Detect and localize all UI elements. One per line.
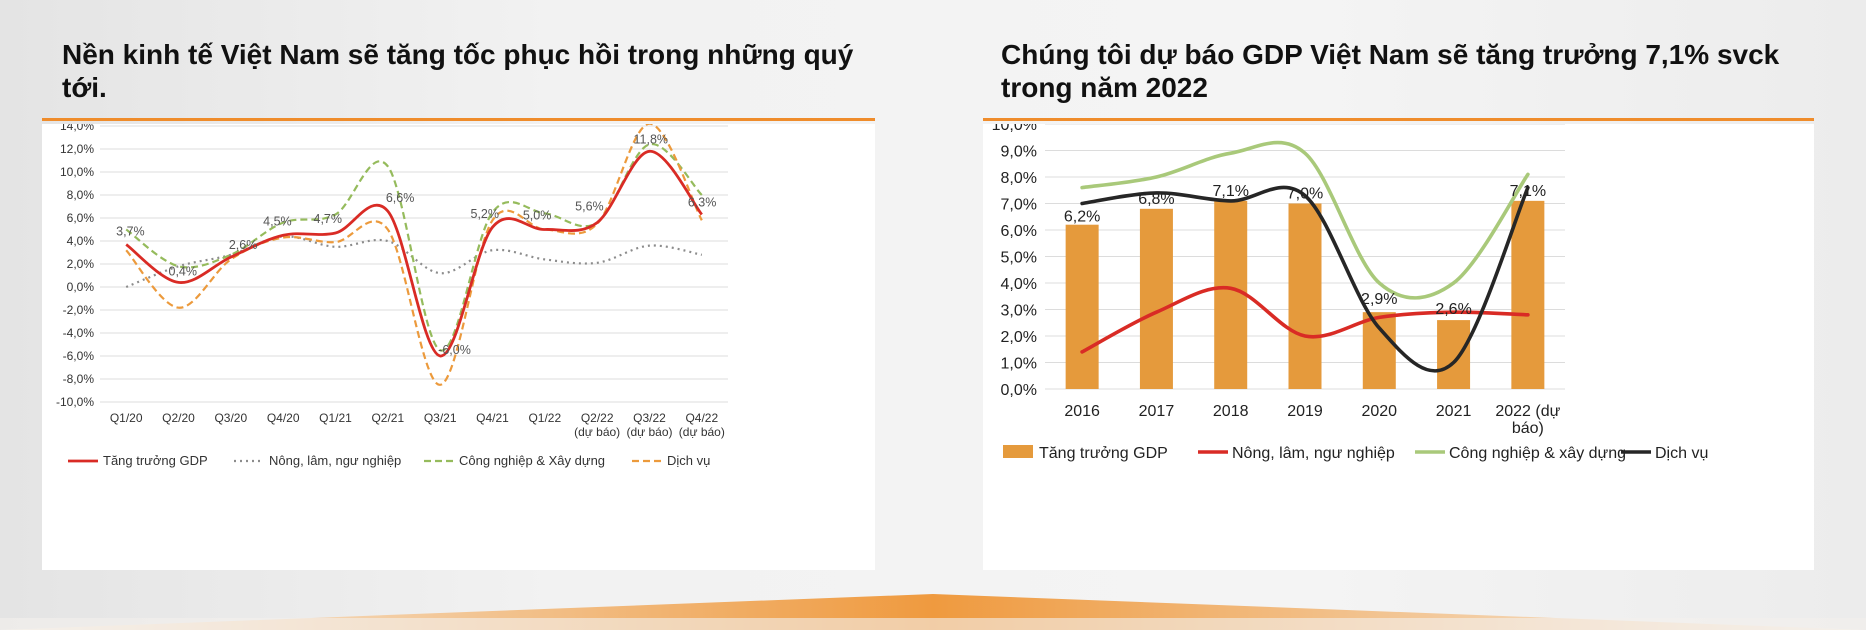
data-label: 2,6% [229,238,257,252]
bar-gdp-growth [1362,312,1396,389]
x-tick-label: Q4/22 (dự báo) [679,411,725,439]
y-tick-label: 4,0% [1001,276,1037,293]
bar-gdp-growth [1139,208,1173,389]
bar-data-label: 7,0% [1287,186,1323,203]
series-line-d-ch-v- [1080,185,1530,373]
legend-label: Nông, lâm, ngư nghiệp [1232,445,1395,462]
legend-label: Tăng trưởng GDP [103,453,208,468]
y-tick-label: -4,0% [63,326,95,340]
data-label: 6,6% [386,191,415,205]
data-label: 4,5% [263,214,292,228]
y-tick-label: 6,0% [67,211,95,225]
x-tick-label: Q2/22 (dự báo) [574,411,620,439]
data-label: 11,8% [634,132,669,146]
data-label: 6,3% [688,196,717,210]
bar-gdp-growth [1065,224,1099,389]
bar-gdp-growth [1214,200,1248,389]
data-label: -6,0% [438,343,471,357]
bar-data-label: 2,9% [1361,291,1397,308]
y-tick-label: 4,0% [67,234,95,248]
y-tick-label: 7,0% [1001,197,1037,214]
x-tick-label: Q4/21 [476,411,509,425]
x-tick-label: Q4/20 [267,411,300,425]
y-tick-label: -10,0% [56,395,94,409]
bar-data-label: 7,1% [1510,183,1546,200]
series-line-c-ng-nghi-p-x-y-d-ng [125,143,703,352]
left-chart-panel: -10,0% -8,0% -6,0% -4,0% -2,0% 0,0% 2,0% 4,0% 6,… [42,124,875,570]
x-tick-label: 2021 [1436,403,1472,420]
x-tick-label: 2022 (dự báo) [1495,403,1560,437]
x-tick-label: Q3/20 [214,411,247,425]
data-label: 4,7% [314,212,343,226]
y-tick-label: 2,0% [1001,329,1037,346]
y-tick-label: 14,0% [60,124,94,133]
bar-gdp-growth [1511,200,1545,389]
x-tick-label: 2017 [1139,403,1175,420]
y-tick-label: 8,0% [67,188,95,202]
bar-gdp-growth [1288,203,1322,389]
right-title-rule [983,118,1814,121]
series-line-d-ch-v- [125,124,703,386]
series-line-t-ng-tr-ng-gdp [125,149,703,358]
x-tick-label: Q2/20 [162,411,195,425]
y-tick-label: 10,0% [992,124,1037,134]
y-tick-label: 0,0% [67,280,95,294]
x-tick-label: 2018 [1213,403,1249,420]
x-tick-label: Q1/22 [528,411,561,425]
y-tick-label: 6,0% [1001,223,1037,240]
y-tick-label: 0,0% [1001,382,1037,399]
legend-label: Công nghiệp & Xây dựng [459,453,605,468]
y-tick-label: 10,0% [60,165,94,179]
legend-label: Tăng trưởng GDP [1039,445,1168,462]
data-label: 5,0% [523,209,552,223]
right-chart-panel: 0,0% 1,0% 2,0% 3,0% 4,0% 5,0% 6,0% 7,0% 8,0% 9,0%… [983,124,1814,570]
x-tick-label: 2019 [1287,403,1323,420]
bar-data-label: 6,2% [1064,209,1100,226]
left-chart-title: Nền kinh tế Việt Nam sẽ tăng tốc phục hồ… [62,39,854,103]
x-tick-label: 2020 [1361,403,1397,420]
y-tick-label: 2,0% [67,257,95,271]
legend-label: Dịch vụ [667,453,710,468]
legend-label: Nông, lâm, ngư nghiệp [269,453,401,468]
quarterly-growth-line-chart: -10,0% -8,0% -6,0% -4,0% -2,0% 0,0% 2,0% 4,0% 6,… [56,124,728,468]
bar-data-label: 7,1% [1212,183,1248,200]
annual-gdp-bar-line-chart: 0,0% 1,0% 2,0% 3,0% 4,0% 5,0% 6,0% 7,0% 8,0% 9,0%… [992,124,1708,462]
bar-data-label: 2,6% [1435,301,1471,318]
legend-label: Dịch vụ [1655,445,1708,462]
y-tick-label: 5,0% [1001,250,1037,267]
legend-swatch [1003,445,1033,458]
y-tick-label: 9,0% [1001,144,1037,161]
x-tick-label: Q3/22 (dự báo) [626,411,672,439]
x-tick-label: Q3/21 [424,411,457,425]
x-tick-label: Q1/20 [110,411,143,425]
data-label: 5,6% [575,200,604,214]
y-tick-label: -8,0% [63,372,95,386]
series-line-n-ng-l-m-ng-nghi-p [1080,285,1530,354]
y-tick-label: -6,0% [63,349,95,363]
bar-gdp-growth [1437,320,1471,389]
x-tick-label: Q2/21 [371,411,404,425]
y-tick-label: 1,0% [1001,356,1037,373]
y-tick-label: 8,0% [1001,170,1037,187]
data-label: 3,7% [116,224,144,238]
x-tick-label: Q1/21 [319,411,352,425]
y-tick-label: 12,0% [60,142,94,156]
y-tick-label: 3,0% [1001,303,1037,320]
data-label: 0,4% [169,264,198,278]
data-label: 5,2% [471,207,500,221]
right-chart-title: Chúng tôi dự báo GDP Việt Nam sẽ tăng tr… [1001,39,1780,103]
legend-label: Công nghiệp & xây dựng [1449,445,1626,462]
bar-data-label: 6,8% [1138,191,1174,208]
series-line-c-ng-nghi-p-x-y-d-ng [1080,140,1530,300]
bottom-decor-band [0,594,1866,630]
left-title-rule [42,118,875,121]
y-tick-label: -2,0% [63,303,95,317]
x-tick-label: 2016 [1064,403,1100,420]
